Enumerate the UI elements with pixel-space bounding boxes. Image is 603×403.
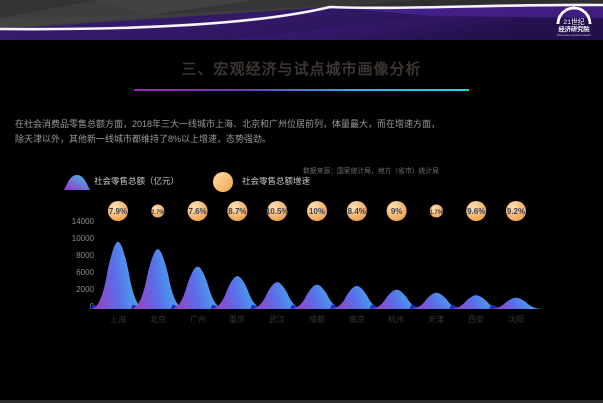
svg-text:9.2%: 9.2%: [507, 207, 525, 216]
svg-text:武汉: 武汉: [269, 314, 285, 324]
svg-text:北京: 北京: [150, 314, 166, 324]
svg-text:天津: 天津: [428, 314, 444, 324]
svg-text:10%: 10%: [309, 207, 325, 216]
svg-text:10000: 10000: [72, 234, 95, 243]
svg-text:1.7%: 1.7%: [430, 210, 444, 216]
svg-text:14000: 14000: [72, 217, 95, 226]
svg-text:7.9%: 7.9%: [109, 207, 127, 216]
svg-text:2.7%: 2.7%: [151, 210, 165, 216]
svg-text:9%: 9%: [391, 207, 403, 216]
svg-text:南京: 南京: [349, 314, 365, 324]
svg-text:10.5%: 10.5%: [266, 207, 289, 216]
svg-text:2000: 2000: [76, 285, 94, 294]
svg-text:成都: 成都: [309, 314, 325, 324]
svg-text:6000: 6000: [76, 268, 94, 277]
svg-text:重庆: 重庆: [229, 314, 245, 324]
svg-text:上海: 上海: [110, 314, 126, 324]
svg-text:沈阳: 沈阳: [508, 314, 524, 324]
svg-text:经济研究院: 经济研究院: [559, 26, 591, 34]
svg-text:9.6%: 9.6%: [467, 207, 485, 216]
svg-text:8.4%: 8.4%: [348, 207, 366, 216]
svg-text:21st century economic research: 21st century economic research: [557, 34, 592, 37]
svg-text:西安: 西安: [468, 314, 484, 324]
svg-text:8000: 8000: [76, 251, 94, 260]
svg-text:8.7%: 8.7%: [228, 207, 246, 216]
svg-text:7.6%: 7.6%: [188, 207, 206, 216]
svg-text:杭州: 杭州: [388, 314, 404, 324]
svg-text:21世纪: 21世纪: [563, 17, 584, 26]
svg-text:广州: 广州: [190, 314, 206, 324]
